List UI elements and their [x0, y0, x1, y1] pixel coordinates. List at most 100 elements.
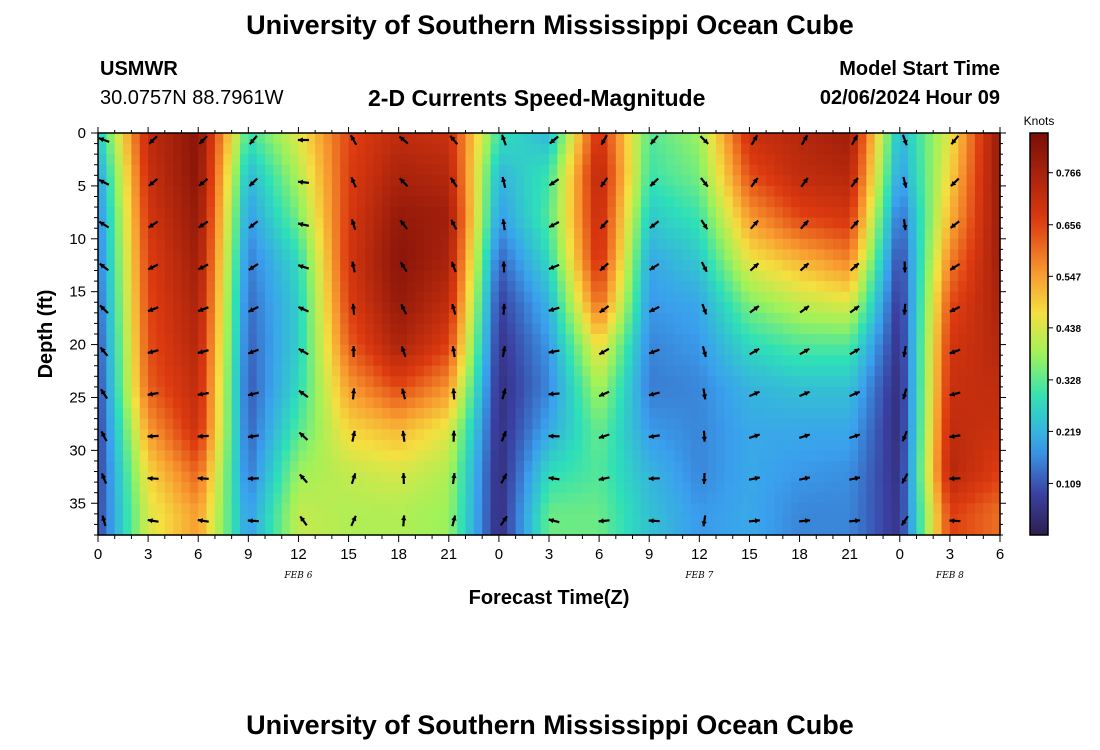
heatmap-cell	[699, 185, 709, 198]
heatmap-cell	[590, 312, 600, 325]
heatmap-cell	[699, 164, 709, 176]
heatmap-cell	[415, 429, 425, 441]
heatmap-cell	[306, 323, 316, 335]
heatmap-cell	[615, 492, 625, 504]
heatmap-cell	[991, 365, 1001, 377]
heatmap-cell	[482, 164, 492, 176]
heatmap-cell	[323, 376, 333, 388]
heatmap-cell	[432, 291, 442, 303]
heatmap-cell	[741, 439, 751, 451]
heatmap-cell	[916, 524, 926, 536]
heatmap-cell	[782, 492, 792, 504]
heatmap-cell	[657, 249, 667, 261]
heatmap-cell	[306, 312, 316, 325]
heatmap-cell	[849, 281, 859, 293]
heatmap-cell	[490, 302, 500, 314]
heatmap-cell	[824, 207, 834, 219]
heatmap-cell	[173, 207, 183, 219]
x-tick-label: 9	[244, 546, 252, 563]
heatmap-cell	[883, 196, 893, 208]
heatmap-cell	[239, 524, 249, 536]
heatmap-cell	[323, 249, 333, 261]
heatmap-cell	[457, 355, 467, 367]
heatmap-cell	[290, 418, 300, 430]
heatmap-cell	[941, 154, 951, 166]
heatmap-cell	[782, 334, 792, 346]
heatmap-cell	[348, 482, 358, 494]
heatmap-cell	[457, 207, 467, 219]
heatmap-cell	[757, 460, 767, 473]
heatmap-cell	[540, 238, 550, 250]
heatmap-cell	[106, 460, 116, 473]
heatmap-cell	[490, 133, 500, 145]
heatmap-cell	[398, 376, 408, 388]
current-arrow-head	[451, 430, 457, 436]
heatmap-cell	[674, 196, 684, 208]
heatmap-cell	[841, 143, 851, 155]
heatmap-cell	[807, 207, 817, 219]
heatmap-cell	[348, 249, 358, 261]
heatmap-cell	[991, 439, 1001, 451]
heatmap-cell	[98, 291, 107, 303]
heatmap-cell	[273, 471, 283, 483]
heatmap-cell	[290, 450, 300, 462]
current-arrow-head	[949, 391, 955, 397]
heatmap-cell	[674, 408, 684, 420]
heatmap-cell	[390, 355, 400, 367]
heatmap-cell	[599, 249, 609, 261]
heatmap-cell	[549, 439, 558, 451]
heatmap-cell	[849, 408, 859, 420]
heatmap-cell	[649, 460, 659, 473]
heatmap-cell	[924, 175, 934, 187]
heatmap-cell	[741, 524, 751, 536]
heatmap-cell	[607, 439, 617, 451]
heatmap-cell	[189, 524, 199, 536]
heatmap-cell	[532, 217, 542, 229]
heatmap-cell	[674, 503, 684, 515]
heatmap-cell	[465, 418, 475, 430]
heatmap-cell	[924, 154, 934, 166]
heatmap-cell	[507, 133, 517, 145]
heatmap-cell	[265, 482, 274, 494]
heatmap-cell	[373, 185, 383, 198]
heatmap-cell	[473, 196, 483, 208]
heatmap-cell	[582, 334, 592, 346]
heatmap-cell	[665, 365, 675, 377]
heatmap-cell	[824, 133, 834, 145]
heatmap-cell	[682, 503, 692, 515]
heatmap-cell	[866, 249, 876, 261]
heatmap-cell	[624, 217, 634, 229]
heatmap-cell	[649, 238, 659, 250]
heatmap-cell	[590, 164, 600, 176]
heatmap-cell	[331, 143, 341, 155]
heatmap-cell	[281, 185, 291, 198]
heatmap-cell	[565, 154, 575, 166]
heatmap-cell	[231, 270, 241, 282]
heatmap-cell	[448, 408, 458, 420]
heatmap-cell	[390, 238, 400, 250]
heatmap-cell	[674, 164, 684, 176]
heatmap-cell	[465, 217, 475, 229]
heatmap-cell	[799, 460, 809, 473]
heatmap-cell	[407, 397, 416, 409]
heatmap-cell	[607, 503, 617, 515]
heatmap-cell	[290, 238, 300, 250]
heatmap-cell	[482, 302, 492, 314]
current-arrow-head	[99, 179, 105, 185]
heatmap-cell	[549, 249, 558, 261]
heatmap-cell	[323, 397, 333, 409]
heatmap-cell	[741, 492, 751, 504]
heatmap-cell	[899, 450, 909, 462]
heatmap-cell	[189, 154, 199, 166]
heatmap-cell	[599, 344, 609, 356]
heatmap-cell	[933, 323, 943, 335]
heatmap-cell	[440, 418, 450, 430]
heatmap-cell	[340, 355, 350, 367]
heatmap-cell	[849, 344, 859, 356]
heatmap-cell	[540, 418, 550, 430]
heatmap-cell	[582, 418, 592, 430]
heatmap-cell	[582, 217, 592, 229]
heatmap-cell	[590, 355, 600, 367]
current-arrow-head	[702, 181, 708, 187]
heatmap-cell	[331, 503, 341, 515]
